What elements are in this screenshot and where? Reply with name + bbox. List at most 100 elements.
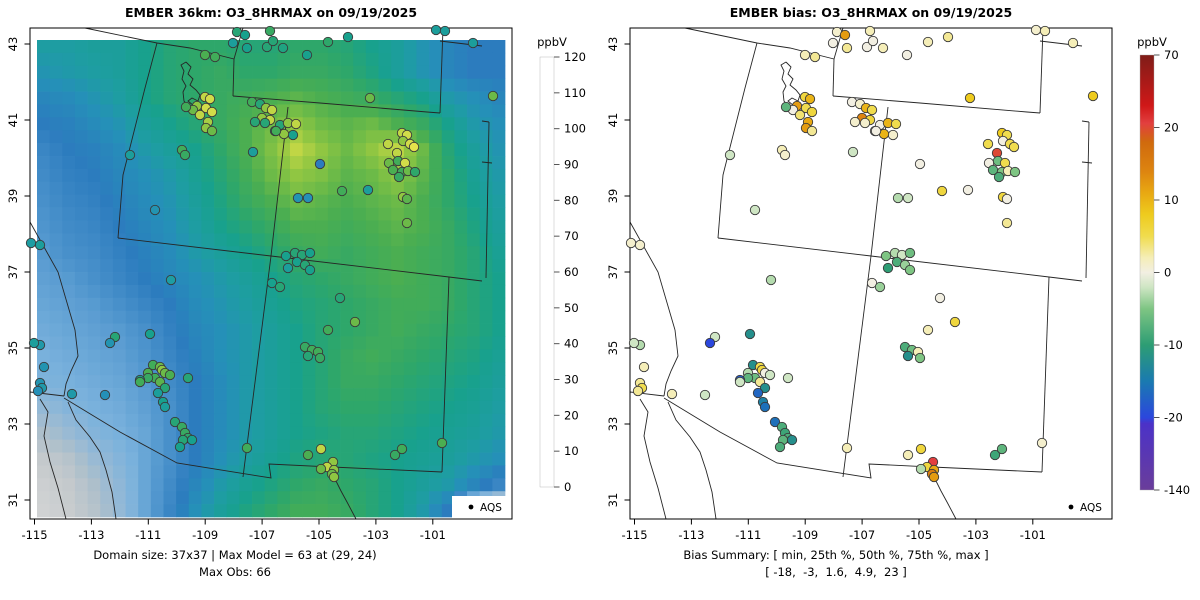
- aqs-site-dot: [249, 116, 261, 128]
- aqs-site-dot: [752, 387, 764, 399]
- aqs-site-dot: [322, 36, 334, 48]
- colorbar-tick-label: 0: [564, 480, 571, 494]
- border-nm-tx-lat32: [931, 466, 1043, 473]
- aqs-site-dot: [315, 463, 327, 475]
- aqs-site-dot: [382, 138, 394, 150]
- colorbar-tick-label: -140: [1164, 483, 1190, 497]
- aqs-site-dot: [996, 443, 1008, 455]
- aqs-site-dot: [877, 42, 889, 54]
- aqs-site-dot: [804, 93, 816, 105]
- aqs-site-dot: [827, 37, 839, 49]
- aqs-site-dot: [164, 369, 176, 381]
- y-tick-label: 43: [606, 37, 620, 52]
- aqs-site-dot: [901, 49, 913, 61]
- aqs-site-dot: [304, 247, 316, 259]
- aqs-site-dot: [841, 442, 853, 454]
- aqs-site-dot: [765, 274, 777, 286]
- aqs-site-dot: [290, 118, 302, 130]
- x-tick-label: -103: [363, 528, 389, 542]
- aqs-site-dot: [864, 25, 876, 37]
- aqs-site-dot: [199, 49, 211, 61]
- aqs-site-dot: [28, 337, 40, 349]
- aqs-site-dot: [874, 281, 886, 293]
- border-ut-wy: [832, 58, 835, 97]
- colorbar-tick-label: 30: [564, 373, 579, 387]
- aqs-site-dot: [759, 382, 771, 394]
- x-tick-label: -111: [135, 528, 161, 542]
- aqs-site-dot: [892, 192, 904, 204]
- aqs-site-dot: [1067, 37, 1079, 49]
- aqs-site-dot: [66, 388, 78, 400]
- y-tick-label: 41: [606, 113, 620, 128]
- colorbar-tick-label: 0: [1164, 266, 1171, 280]
- aqs-site-dot: [949, 316, 961, 328]
- aqs-site-dot: [632, 385, 644, 397]
- y-tick-label: 31: [606, 493, 620, 508]
- y-tick-label: 37: [6, 265, 20, 280]
- aqs-site-dot: [782, 372, 794, 384]
- x-tick-label: -105: [306, 528, 332, 542]
- aqs-site-dot: [934, 292, 946, 304]
- aqs-site-dot: [769, 416, 781, 428]
- colorbar-tick-label: 80: [564, 193, 579, 207]
- aqs-site-dot: [915, 443, 927, 455]
- aqs-site-dot: [104, 337, 116, 349]
- aqs-site-dot: [744, 328, 756, 340]
- border-colorado-river: [63, 329, 79, 397]
- aqs-site-dot: [1009, 166, 1021, 178]
- aqs-site-dot: [847, 146, 859, 158]
- aqs-site-dot: [628, 337, 640, 349]
- aqs-site-dot: [334, 292, 346, 304]
- border-ut-nv: [117, 42, 158, 239]
- colorbar-tick-label: -10: [1164, 338, 1183, 352]
- aqs-site-dot: [179, 149, 191, 161]
- aqs-site-dot: [1039, 25, 1051, 37]
- border-co-ne: [485, 121, 490, 279]
- x-tick-label: -115: [21, 528, 47, 542]
- x-tick-label: -107: [249, 528, 275, 542]
- aqs-site-dot: [1087, 90, 1099, 102]
- aqs-site-dot: [1030, 24, 1042, 36]
- aqs-site-dot: [794, 109, 806, 121]
- aqs-site-dot: [408, 141, 420, 153]
- aqs-site-dot: [902, 449, 914, 461]
- aqs-site-dot: [409, 166, 421, 178]
- aqs-site-dot: [314, 158, 326, 170]
- aqs-site-dot: [1008, 141, 1020, 153]
- aqs-site-dot: [149, 204, 161, 216]
- aqs-site-dot: [809, 51, 821, 63]
- border-ca-nv: [29, 221, 76, 331]
- border-wy-ne: [439, 27, 444, 114]
- aqs-site-dot: [928, 471, 940, 483]
- aqs-site-dot: [625, 237, 637, 249]
- x-tick-label: -109: [192, 528, 218, 542]
- aqs-site-dot: [209, 51, 221, 63]
- aqs-site-dot: [487, 90, 499, 102]
- y-tick-label: 39: [606, 189, 620, 204]
- colorbar-tick-label: -20: [1164, 411, 1183, 425]
- left-caption-line2: Max Obs: 66: [199, 565, 271, 579]
- aqs-legend-dot: [468, 504, 474, 510]
- aqs-site-dot: [436, 437, 448, 449]
- x-tick-label: -111: [735, 528, 761, 542]
- border-az-nm: [242, 255, 272, 478]
- colorbar-units-label: ppbV: [537, 35, 567, 49]
- right-caption-line2: [ -18, -3, 1.6, 4.9, 23 ]: [765, 565, 907, 579]
- aqs-site-dot: [936, 185, 948, 197]
- aqs-site-dot: [439, 25, 451, 37]
- colorbar-tick-label: 20: [1164, 121, 1179, 135]
- aqs-site-dot: [866, 277, 878, 289]
- border-ks-ne-lat40: [481, 161, 493, 164]
- border-nm-tx-lat32: [331, 466, 443, 473]
- border-baja-coast: [39, 398, 67, 520]
- x-tick-label: -109: [792, 528, 818, 542]
- colorbar-tick-label: 90: [564, 158, 579, 172]
- aqs-site-dot: [914, 352, 926, 364]
- aqs-site-dot: [239, 29, 251, 41]
- aqs-site-dot: [993, 171, 1005, 183]
- aqs-site-dot: [393, 171, 405, 183]
- border-great-salt-lake: [180, 61, 201, 109]
- aqs-site-dot: [342, 31, 354, 43]
- aqs-site-dot: [264, 25, 276, 37]
